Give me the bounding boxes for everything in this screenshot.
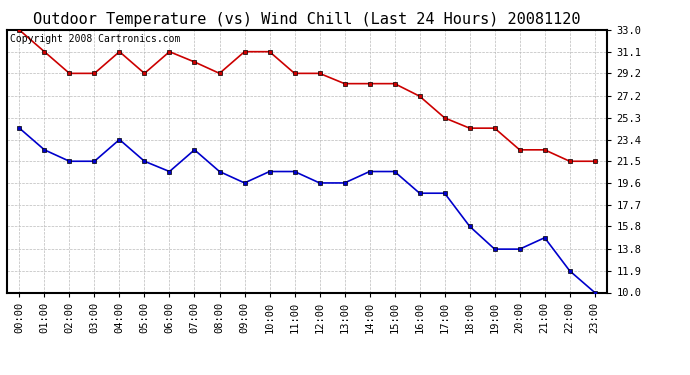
Text: Copyright 2008 Cartronics.com: Copyright 2008 Cartronics.com	[10, 34, 180, 44]
Title: Outdoor Temperature (vs) Wind Chill (Last 24 Hours) 20081120: Outdoor Temperature (vs) Wind Chill (Las…	[33, 12, 581, 27]
